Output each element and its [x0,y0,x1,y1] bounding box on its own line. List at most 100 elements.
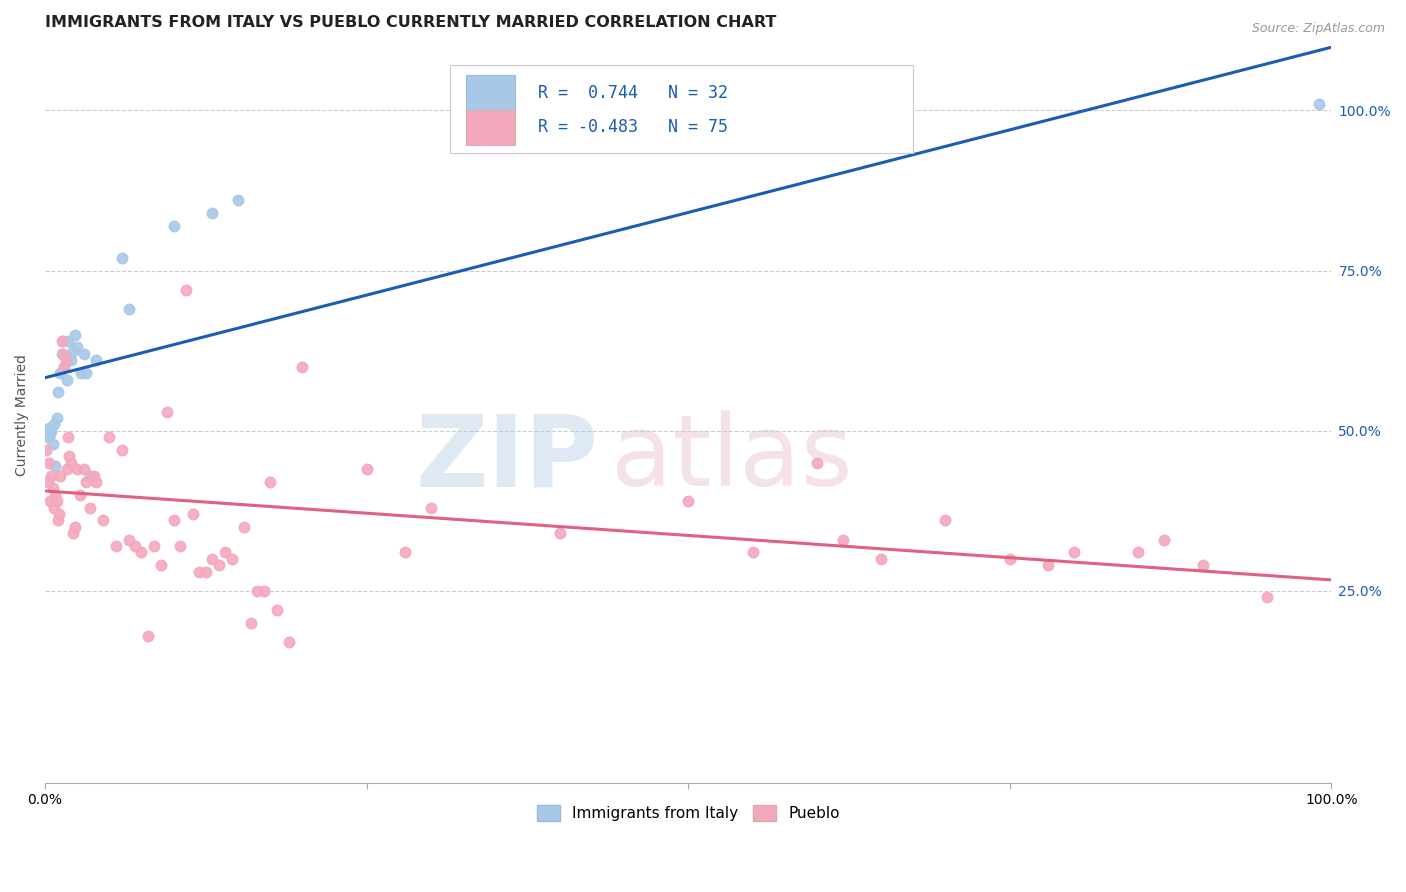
Point [48,507,70,521]
Point [998,552,1021,566]
Point [56,462,79,476]
Point [419,500,441,515]
Point [49,366,72,380]
Point [86,353,108,368]
Text: R =  0.744   N = 32: R = 0.744 N = 32 [537,84,728,102]
Point [72,347,94,361]
Point [41,482,63,496]
Point [58,450,80,464]
Point [56,372,79,386]
Point [37,430,59,444]
Point [111,442,134,457]
Point [98,430,121,444]
Point [676,494,699,508]
Point [70,366,93,380]
Point [75,366,97,380]
FancyBboxPatch shape [450,65,914,153]
Point [63,327,86,342]
Point [62,526,84,541]
Point [208,558,231,573]
Point [62,343,84,358]
Point [52,334,75,348]
Point [1308,97,1330,112]
Point [53,359,76,374]
Point [291,359,314,374]
Point [162,513,184,527]
Point [46,513,69,527]
Point [226,193,249,207]
Point [66,462,89,476]
Point [136,629,159,643]
Point [1153,533,1175,547]
Text: atlas: atlas [612,410,852,508]
Point [266,603,288,617]
Point [741,545,763,559]
Point [42,417,65,432]
Point [72,462,94,476]
Point [934,513,956,527]
Point [86,475,108,489]
Point [1191,558,1213,573]
Point [79,468,101,483]
Point [246,583,269,598]
Point [39,426,62,441]
Point [51,347,73,361]
Point [131,545,153,559]
Point [45,411,67,425]
Point [35,442,58,457]
Point [66,341,89,355]
Y-axis label: Currently Married: Currently Married [15,354,30,475]
Point [117,301,139,316]
Point [91,513,114,527]
Point [806,456,828,470]
Point [35,424,58,438]
Point [63,520,86,534]
Text: Source: ZipAtlas.com: Source: ZipAtlas.com [1251,22,1385,36]
Point [44,458,66,473]
Point [38,420,60,434]
Point [75,475,97,489]
Text: IMMIGRANTS FROM ITALY VS PUEBLO CURRENTLY MARRIED CORRELATION CHART: IMMIGRANTS FROM ITALY VS PUEBLO CURRENTL… [45,15,776,30]
Point [46,385,69,400]
Point [239,615,262,630]
Point [1063,545,1085,559]
Point [53,359,76,374]
Point [41,468,63,483]
Point [143,539,166,553]
Point [176,283,198,297]
Point [278,635,301,649]
Bar [465,75,515,111]
Point [169,539,191,553]
Point [548,526,571,541]
Point [56,334,79,348]
Point [111,251,134,265]
Point [259,475,281,489]
Point [44,488,66,502]
Text: ZIP: ZIP [415,410,598,508]
Point [39,494,62,508]
Legend: Immigrants from Italy, Pueblo: Immigrants from Italy, Pueblo [530,798,846,827]
Point [1256,591,1278,605]
Point [214,545,236,559]
Point [149,558,172,573]
Point [221,552,243,566]
Point [55,350,77,364]
Point [83,468,105,483]
Point [37,475,59,489]
Point [51,334,73,348]
Point [79,500,101,515]
Point [181,507,204,521]
Point [55,353,77,368]
Point [831,533,853,547]
Point [69,488,91,502]
Point [1128,545,1150,559]
Point [45,494,67,508]
Point [117,533,139,547]
Point [52,347,75,361]
Point [41,436,63,450]
Point [1038,558,1060,573]
Point [56,430,79,444]
Point [394,545,416,559]
Point [41,424,63,438]
Point [38,456,60,470]
